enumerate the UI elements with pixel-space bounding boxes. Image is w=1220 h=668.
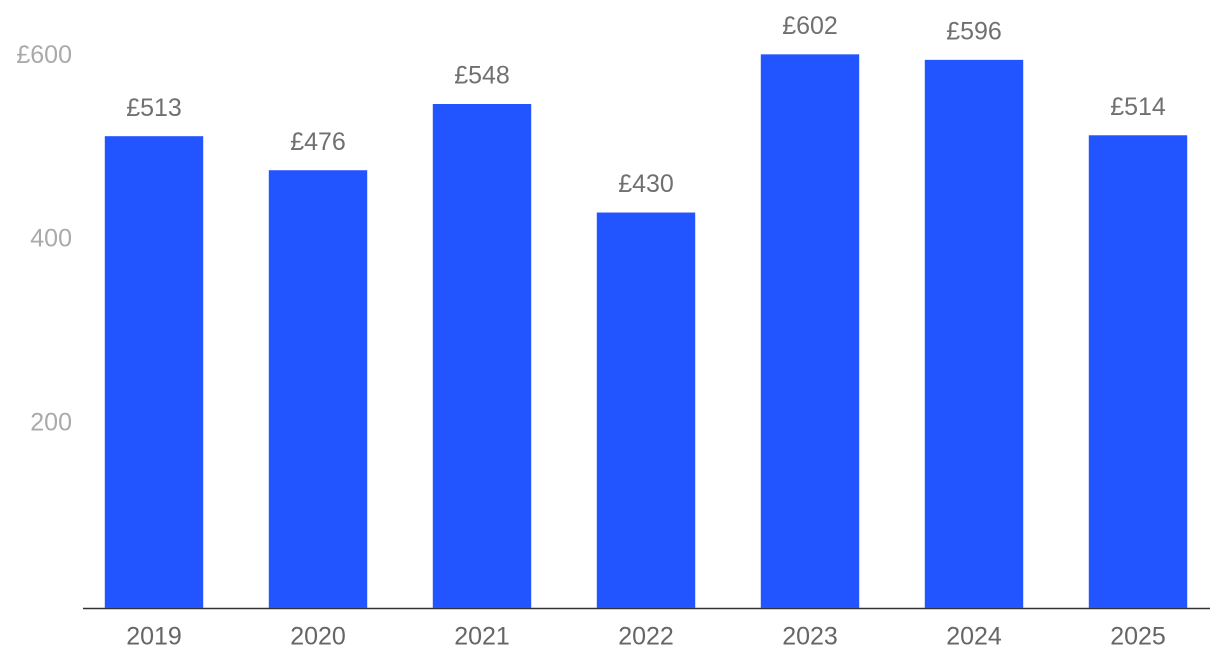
x-tick-label: 2021 [454,623,510,651]
bar [268,170,368,608]
bar [432,104,532,609]
x-tick-label: 2022 [618,623,674,651]
value-label: £514 [1110,93,1166,121]
value-label: £602 [782,12,838,40]
bar [104,136,204,609]
value-label: £596 [946,17,1002,45]
y-tick-label: 400 [30,225,72,253]
x-tick-label: 2020 [290,623,346,651]
x-tick-label: 2019 [126,623,182,651]
y-tick-label: 200 [30,409,72,437]
value-label: £513 [126,94,182,122]
x-tick-label: 2023 [782,623,838,651]
value-label: £476 [290,128,346,156]
bar [760,54,860,609]
value-label: £548 [454,62,510,90]
bar [596,212,696,608]
value-label: £430 [618,170,674,198]
y-tick-label: £600 [16,41,72,69]
bar [924,59,1024,609]
bar [1088,135,1188,608]
x-tick-label: 2025 [1110,623,1166,651]
x-tick-label: 2024 [946,623,1002,651]
